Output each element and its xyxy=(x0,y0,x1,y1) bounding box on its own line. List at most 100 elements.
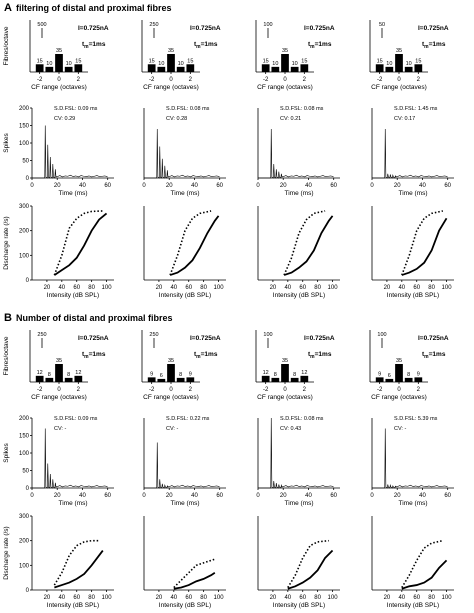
tm-prefix: t xyxy=(82,41,85,48)
x-tick-label: 0 xyxy=(370,183,374,189)
rate-intensity-plot: 20 40 60 80 100 0 100 200 300 Intensity (dB SPL) xyxy=(19,204,114,299)
x-axis-label: CF range (octaves) xyxy=(31,394,87,401)
tm-value: =1ms xyxy=(315,351,332,358)
y-label-discharge: Discharge rate (/s) xyxy=(3,526,10,579)
x-tick-label: 60 xyxy=(330,183,337,189)
spike-histogram: 0 20 40 60 Time (ms) S.D.FSL: 0.08 ms CV: 0.28 xyxy=(142,106,226,197)
x-tick-label: 100 xyxy=(102,595,113,601)
spike-histogram: 0 20 40 60 0 50 100 150 200 Time (ms) S.D.FSL: 0.0… xyxy=(19,106,114,197)
bar-value-label: 15 xyxy=(75,58,81,64)
tm-label: tm=1ms xyxy=(82,41,106,50)
x-tick-label: 0 xyxy=(57,387,61,393)
x-tick-label: 60 xyxy=(413,285,420,291)
y-tick-label: 200 xyxy=(19,106,30,112)
bar-value-label: 10 xyxy=(406,61,412,67)
x-tick-label: 0 xyxy=(283,387,287,393)
spike-trace xyxy=(144,442,220,489)
x-tick-label: 80 xyxy=(88,595,95,601)
x-tick-label: 60 xyxy=(216,183,223,189)
x-tick-label: 80 xyxy=(88,285,95,291)
x-tick-label: -2 xyxy=(377,387,383,393)
y-tick-label: 100 xyxy=(19,451,30,457)
tm-value: =1ms xyxy=(89,41,106,48)
peak-value-label: 250 xyxy=(149,22,158,28)
x-axis-label: Intensity (dB SPL) xyxy=(273,292,325,299)
bar-value-label: 15 xyxy=(301,58,307,64)
x-axis-label: Time (ms) xyxy=(398,500,427,507)
rate-curve-solid xyxy=(173,571,216,590)
tm-subscript: m xyxy=(84,354,89,360)
x-tick-label: 40 xyxy=(305,183,312,189)
x-axis-label: CF range (octaves) xyxy=(31,84,87,91)
tm-value: =1ms xyxy=(201,41,218,48)
x-tick-label: 20 xyxy=(280,183,287,189)
sdfsl-label: S.D.FSL: 0.08 ms xyxy=(280,416,324,422)
spike-trace xyxy=(144,128,220,179)
rate-curve-solid xyxy=(53,212,108,276)
x-axis-label: Time (ms) xyxy=(58,190,87,197)
tm-value: =1ms xyxy=(429,351,446,358)
bar-value-label: 8 xyxy=(293,372,296,378)
x-tick-label: 0 xyxy=(370,493,374,499)
tm-value: =1ms xyxy=(429,41,446,48)
tm-label: tm=1ms xyxy=(82,351,106,360)
x-axis-label: CF range (octaves) xyxy=(371,394,427,401)
x-tick-label: 40 xyxy=(284,285,291,291)
x-tick-label: 60 xyxy=(216,493,223,499)
x-tick-label: 40 xyxy=(79,493,86,499)
y-tick-label: 0 xyxy=(26,486,30,492)
x-tick-label: 80 xyxy=(200,285,207,291)
cv-label: CV: 0.43 xyxy=(280,426,301,432)
x-tick-label: 20 xyxy=(384,595,391,601)
y-label-fibres: Fibres/octave xyxy=(3,336,10,375)
cf-histogram: 12 8 35 8 12 100 -2 0 2CF range (octaves) I=0.725… xyxy=(255,330,335,401)
rate-curve-dotted xyxy=(401,539,443,588)
x-tick-label: 20 xyxy=(156,285,163,291)
x-tick-label: 0 xyxy=(30,183,34,189)
x-tick-label: 0 xyxy=(256,493,260,499)
tm-label: tm=1ms xyxy=(422,351,446,360)
tm-value: =1ms xyxy=(89,351,106,358)
bar-value-label: 9 xyxy=(378,371,381,377)
panel-1: 12 8 35 8 12 250 -2 0 2CF range (octaves) I=0.725… xyxy=(19,330,114,609)
histogram-bar xyxy=(395,364,403,382)
y-tick-label: 0 xyxy=(26,176,30,182)
bar-value-label: 35 xyxy=(282,48,288,54)
tm-subscript: m xyxy=(310,44,315,50)
x-tick-label: 60 xyxy=(330,493,337,499)
tm-label: tm=1ms xyxy=(308,351,332,360)
histogram-bar xyxy=(186,64,195,72)
rate-curve-dotted xyxy=(53,210,103,276)
spike-trace xyxy=(32,428,108,489)
cv-label: CV: 0.29 xyxy=(54,116,75,122)
tm-value: =1ms xyxy=(201,351,218,358)
rate-curve-dotted xyxy=(283,210,326,276)
x-tick-label: 100 xyxy=(328,285,339,291)
bar-value-label: 35 xyxy=(56,48,62,54)
bar-value-label: 35 xyxy=(168,48,174,54)
spike-trace xyxy=(372,428,448,489)
histogram-bar xyxy=(176,66,185,72)
peak-value-label: 100 xyxy=(263,332,272,338)
y-tick-label: 0 xyxy=(26,278,30,284)
x-axis-label: CF range (octaves) xyxy=(257,84,313,91)
bar-value-label: 6 xyxy=(388,373,391,379)
x-tick-label: 100 xyxy=(102,285,113,291)
x-tick-label: 40 xyxy=(58,285,65,291)
x-tick-label: 60 xyxy=(299,285,306,291)
tm-prefix: t xyxy=(308,41,311,48)
x-tick-label: 0 xyxy=(283,77,287,83)
rate-curve-dotted xyxy=(169,210,212,276)
x-tick-label: 60 xyxy=(185,595,192,601)
histogram-bar xyxy=(385,378,394,382)
x-tick-label: 60 xyxy=(185,285,192,291)
histogram-bar xyxy=(147,377,156,382)
tm-subscript: m xyxy=(424,44,429,50)
x-axis-label: Time (ms) xyxy=(284,190,313,197)
x-tick-label: -2 xyxy=(37,77,43,83)
y-label-spikes: Spikes xyxy=(3,442,10,462)
x-tick-label: 20 xyxy=(270,285,277,291)
